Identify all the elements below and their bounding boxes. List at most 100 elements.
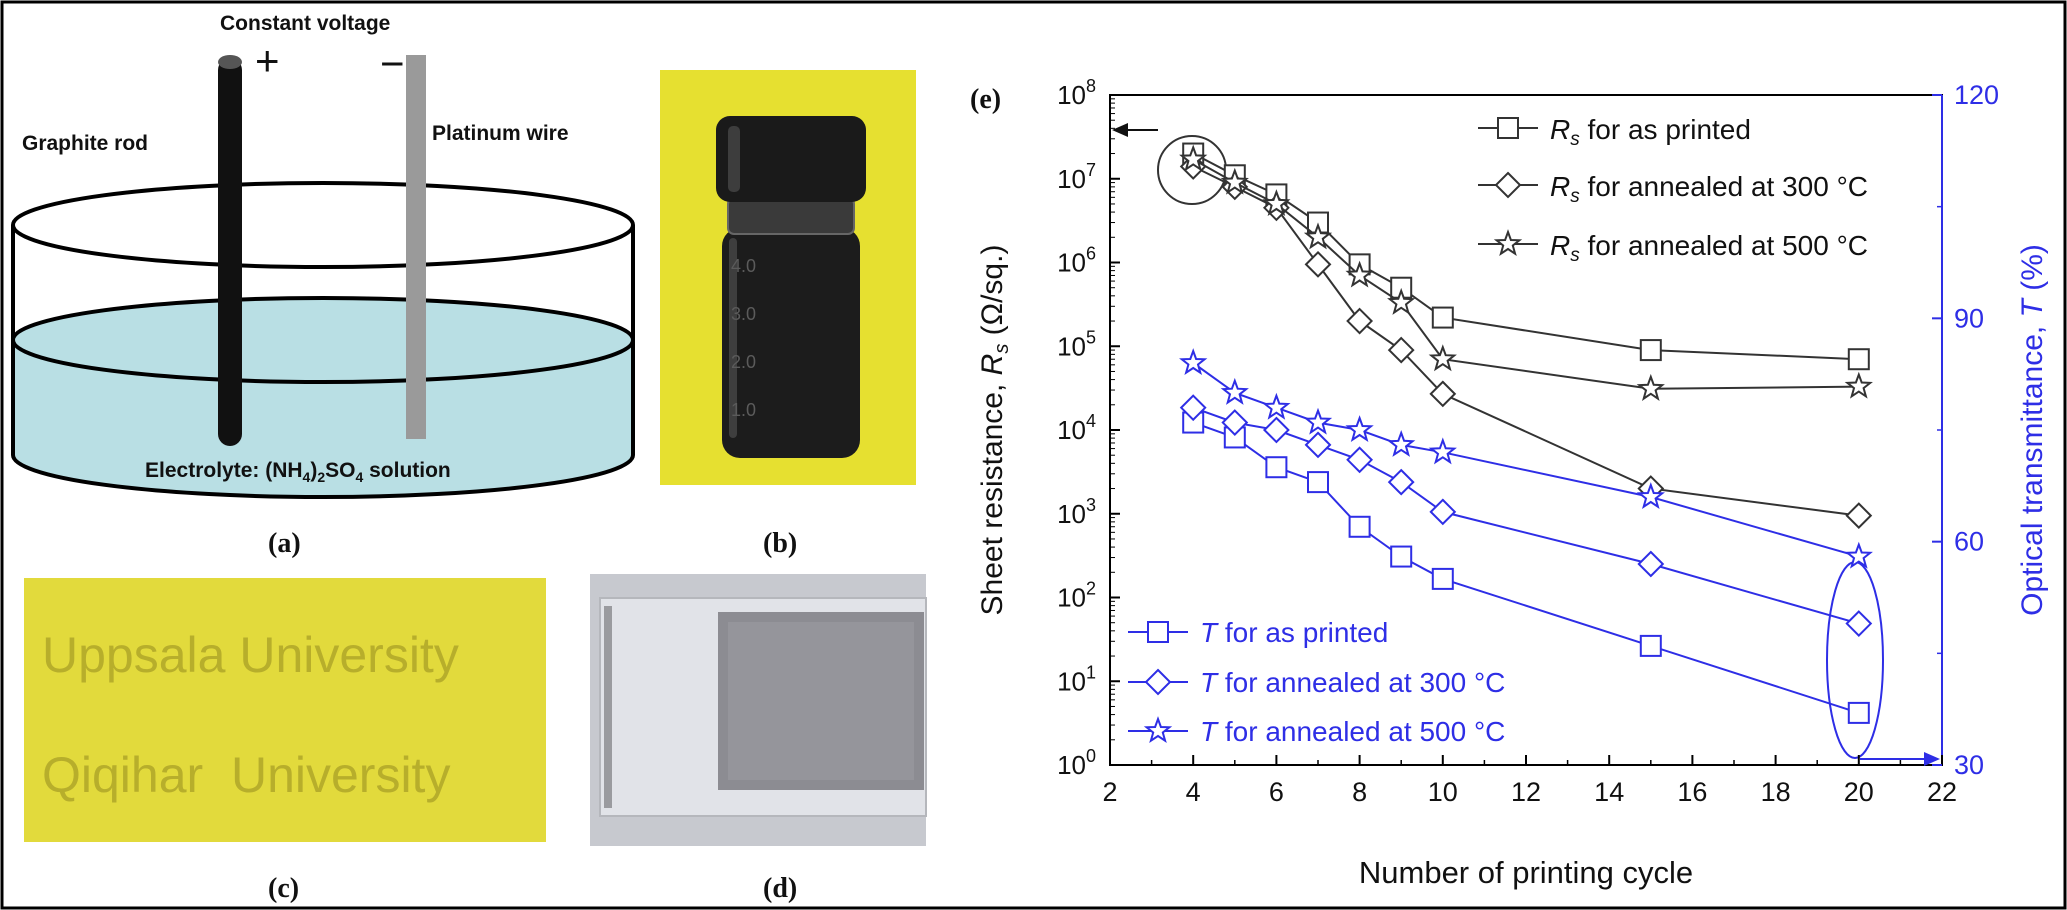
annotation-arrow-right-head	[1924, 752, 1940, 766]
panel-c-printed-text-photo: Uppsala University Qiqihar University (c…	[24, 578, 546, 904]
y-left-tick-label-5: 105	[1057, 327, 1096, 361]
series-1-point-4	[1346, 307, 1374, 335]
series-5-point-4	[1345, 415, 1374, 443]
y-right-tick-label-90: 90	[1954, 303, 1984, 333]
electrolyte-label: Electrolyte: (NH4)2SO4 solution	[145, 459, 451, 485]
series-0-point-8	[1847, 348, 1870, 371]
legend-t-300-marker	[1144, 668, 1172, 696]
series-5	[1179, 348, 1873, 569]
vial-mark-3: 2.0	[731, 352, 756, 372]
platinum-wire-label: Platinum wire	[432, 122, 569, 145]
series-4-point-8	[1845, 610, 1873, 637]
legend-t-300-label: T for annealed at 300 °C	[1200, 667, 1505, 698]
platinum-wire	[406, 55, 426, 439]
series-0-point-7	[1639, 339, 1662, 362]
series-4-point-3	[1304, 431, 1332, 459]
series-3-point-8	[1847, 701, 1870, 724]
x-tick-label-14: 14	[1594, 777, 1624, 807]
graphite-rod-top	[218, 55, 242, 69]
panel-a-title: Constant voltage	[220, 12, 390, 35]
y-left-tick-label-1: 101	[1057, 662, 1096, 696]
vial-mark-2: 3.0	[731, 304, 756, 324]
series-3-point-6	[1431, 567, 1454, 590]
series-1-point-8	[1845, 502, 1873, 530]
legend-rs-500-marker	[1493, 229, 1523, 257]
series-1-point-5	[1387, 336, 1415, 364]
series-4	[1179, 394, 1873, 637]
x-tick-label-4: 4	[1186, 777, 1201, 807]
series-2-point-3	[1303, 222, 1333, 250]
vial-cap-highlight	[728, 126, 740, 192]
printed-substrate	[24, 578, 546, 842]
panel-d-label: (d)	[763, 873, 797, 904]
panel-b-label: (b)	[763, 528, 797, 559]
vial-neck	[727, 197, 855, 235]
x-tick-label-8: 8	[1352, 777, 1367, 807]
series-4-point-5	[1387, 468, 1415, 496]
solution-surface	[11, 296, 635, 384]
film-texture	[728, 622, 914, 780]
series-1-point-3	[1304, 250, 1332, 278]
y-axis-left-label: Sheet resistance, Rs (Ω/sq.)	[976, 245, 1013, 616]
legend-rs-as-printed-label: Rs for as printed	[1550, 114, 1751, 150]
y-left-tick-label-0: 100	[1057, 746, 1096, 780]
x-tick-label-12: 12	[1511, 777, 1541, 807]
glass-slide-edge	[604, 606, 612, 808]
legend-rs: Rs for as printed Rs for annealed at 300…	[1478, 114, 1868, 266]
series-5-point-7	[1636, 482, 1665, 510]
beaker-bottom	[11, 454, 635, 499]
series-3-point-7	[1639, 634, 1662, 657]
y-right-tick-label-60: 60	[1954, 527, 1984, 557]
y-left-tick-label-2: 102	[1057, 579, 1096, 613]
legend-rs-300-label: Rs for annealed at 300 °C	[1550, 171, 1868, 207]
series-5-point-6	[1428, 437, 1457, 465]
series-4-point-0	[1179, 394, 1207, 422]
printed-text-line-1: Uppsala University	[42, 627, 459, 683]
y-left-tick-label-4: 104	[1057, 411, 1096, 445]
panel-d-film-photo: (d)	[590, 574, 927, 904]
series-3	[1182, 411, 1870, 724]
x-tick-label-16: 16	[1677, 777, 1707, 807]
series-2-point-7	[1636, 373, 1665, 401]
legend-t-as-printed-label: T for as printed	[1200, 617, 1388, 648]
graphite-rod	[218, 58, 242, 446]
printed-text-line-2: Qiqihar University	[42, 747, 450, 803]
y-left-tick-label-6: 106	[1057, 244, 1096, 278]
series-2-point-1	[1220, 167, 1249, 195]
legend-t: T for as printed T for annealed at 300 °…	[1128, 617, 1505, 747]
series-5-point-1	[1220, 377, 1249, 405]
legend-rs-as-printed-marker	[1497, 117, 1519, 139]
series-4-point-2	[1262, 416, 1290, 444]
legend-t-as-printed-marker	[1147, 621, 1169, 643]
x-tick-label-10: 10	[1428, 777, 1458, 807]
series-2-point-5	[1387, 287, 1416, 315]
series-4-point-7	[1637, 550, 1665, 578]
series-2-point-0	[1179, 144, 1208, 172]
series-5-point-3	[1303, 407, 1333, 435]
series-1-point-6	[1429, 380, 1457, 408]
x-tick-label-2: 2	[1102, 777, 1117, 807]
series-0-point-6	[1431, 306, 1454, 329]
series-4-point-4	[1346, 446, 1374, 474]
series-2	[1179, 144, 1873, 401]
y-right-tick-label-30: 30	[1954, 750, 1984, 780]
annotation-arrow-left-head	[1112, 123, 1128, 137]
vial-cap	[716, 116, 866, 202]
x-tick-label-20: 20	[1844, 777, 1874, 807]
series-5-point-0	[1179, 348, 1208, 376]
vial-glass-highlight	[729, 238, 737, 438]
series-5-point-8	[1844, 541, 1873, 569]
plus-sign: +	[255, 37, 280, 84]
series-2-point-8	[1844, 371, 1873, 399]
panel-a-label: (a)	[268, 528, 301, 559]
series-2-point-6	[1428, 344, 1457, 372]
vial-mark-4: 1.0	[731, 400, 756, 420]
y-left-tick-label-3: 103	[1057, 495, 1096, 529]
x-tick-label-22: 22	[1927, 777, 1957, 807]
x-axis-label: Number of printing cycle	[1359, 855, 1693, 890]
electrolyte-solution	[13, 340, 633, 497]
axes-ticks: 2 4 6 8 10 12 14 16 18 20 22 100 101 102 103 104 105 106 1…	[1057, 76, 1999, 807]
series-2-point-4	[1345, 260, 1374, 288]
minus-sign: −	[380, 40, 405, 87]
